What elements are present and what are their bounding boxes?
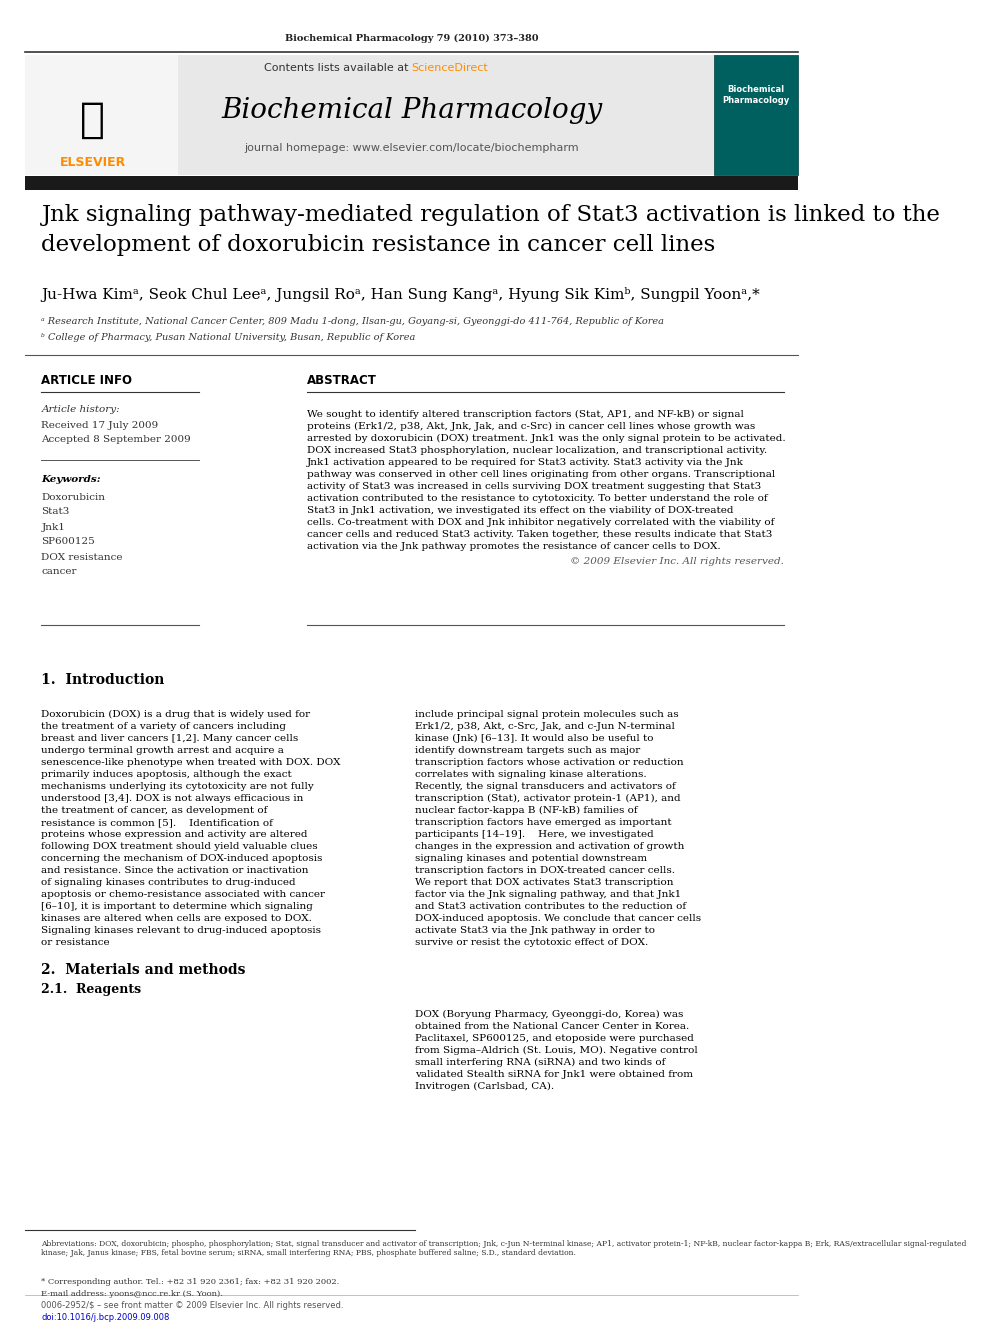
Text: obtained from the National Cancer Center in Korea.: obtained from the National Cancer Center… [415,1021,689,1031]
Text: Invitrogen (Carlsbad, CA).: Invitrogen (Carlsbad, CA). [415,1082,554,1091]
Text: Doxorubicin: Doxorubicin [42,492,105,501]
FancyBboxPatch shape [25,176,799,191]
Text: transcription factors whose activation or reduction: transcription factors whose activation o… [415,758,683,767]
Text: [6–10], it is important to determine which signaling: [6–10], it is important to determine whi… [42,902,313,912]
Text: apoptosis or chemo-resistance associated with cancer: apoptosis or chemo-resistance associated… [42,890,325,900]
Text: ABSTRACT: ABSTRACT [308,373,377,386]
Text: senescence-like phenotype when treated with DOX. DOX: senescence-like phenotype when treated w… [42,758,341,767]
Text: nuclear factor-kappa B (NF-kB) families of: nuclear factor-kappa B (NF-kB) families … [415,806,638,815]
Text: Received 17 July 2009: Received 17 July 2009 [42,421,159,430]
Text: Keywords:: Keywords: [42,475,101,484]
Text: Recently, the signal transducers and activators of: Recently, the signal transducers and act… [415,782,676,791]
Text: Accepted 8 September 2009: Accepted 8 September 2009 [42,435,191,445]
Text: 🌳: 🌳 [80,99,105,142]
Text: Abbreviations: DOX, doxorubicin; phospho, phosphorylation; Stat, signal transduc: Abbreviations: DOX, doxorubicin; phospho… [42,1240,967,1257]
Text: Jnk1: Jnk1 [42,523,65,532]
Text: pathway was conserved in other cell lines originating from other organs. Transcr: pathway was conserved in other cell line… [308,470,776,479]
Text: resistance is common [5].    Identification of: resistance is common [5]. Identification… [42,818,274,827]
Text: Paclitaxel, SP600125, and etoposide were purchased: Paclitaxel, SP600125, and etoposide were… [415,1035,693,1043]
Text: transcription factors have emerged as important: transcription factors have emerged as im… [415,818,672,827]
Text: 0006-2952/$ – see front matter © 2009 Elsevier Inc. All rights reserved.: 0006-2952/$ – see front matter © 2009 El… [42,1301,344,1310]
Text: understood [3,4]. DOX is not always efficacious in: understood [3,4]. DOX is not always effi… [42,794,304,803]
Text: Biochemical Pharmacology 79 (2010) 373–380: Biochemical Pharmacology 79 (2010) 373–3… [285,33,539,42]
Text: transcription factors in DOX-treated cancer cells.: transcription factors in DOX-treated can… [415,867,675,875]
Text: breast and liver cancers [1,2]. Many cancer cells: breast and liver cancers [1,2]. Many can… [42,734,299,744]
Text: the treatment of a variety of cancers including: the treatment of a variety of cancers in… [42,722,287,732]
FancyBboxPatch shape [25,56,179,175]
Text: journal homepage: www.elsevier.com/locate/biochempharm: journal homepage: www.elsevier.com/locat… [244,143,579,153]
Text: Stat3 in Jnk1 activation, we investigated its effect on the viability of DOX-tre: Stat3 in Jnk1 activation, we investigate… [308,505,733,515]
Text: correlates with signaling kinase alterations.: correlates with signaling kinase alterat… [415,770,647,779]
Text: ARTICLE INFO: ARTICLE INFO [42,373,133,386]
Text: We sought to identify altered transcription factors (Stat, AP1, and NF-kB) or si: We sought to identify altered transcript… [308,410,744,419]
Text: participants [14–19].    Here, we investigated: participants [14–19]. Here, we investiga… [415,830,654,839]
Text: Ju-Hwa Kimᵃ, Seok Chul Leeᵃ, Jungsil Roᵃ, Han Sung Kangᵃ, Hyung Sik Kimᵇ, Sungpi: Ju-Hwa Kimᵃ, Seok Chul Leeᵃ, Jungsil Roᵃ… [42,287,760,303]
Text: proteins (Erk1/2, p38, Akt, Jnk, Jak, and c-Src) in cancer cell lines whose grow: proteins (Erk1/2, p38, Akt, Jnk, Jak, an… [308,422,755,431]
Text: DOX-induced apoptosis. We conclude that cancer cells: DOX-induced apoptosis. We conclude that … [415,914,701,923]
Text: from Sigma–Aldrich (St. Louis, MO). Negative control: from Sigma–Aldrich (St. Louis, MO). Nega… [415,1046,697,1056]
FancyBboxPatch shape [25,56,774,175]
Text: arrested by doxorubicin (DOX) treatment. Jnk1 was the only signal protein to be : arrested by doxorubicin (DOX) treatment.… [308,434,786,443]
Text: factor via the Jnk signaling pathway, and that Jnk1: factor via the Jnk signaling pathway, an… [415,890,682,900]
Text: We report that DOX activates Stat3 transcription: We report that DOX activates Stat3 trans… [415,878,674,886]
Text: and Stat3 activation contributes to the reduction of: and Stat3 activation contributes to the … [415,902,686,912]
Text: include principal signal protein molecules such as: include principal signal protein molecul… [415,710,679,718]
Text: primarily induces apoptosis, although the exact: primarily induces apoptosis, although th… [42,770,293,779]
Text: of signaling kinases contributes to drug-induced: of signaling kinases contributes to drug… [42,878,297,886]
Text: DOX (Boryung Pharmacy, Gyeonggi-do, Korea) was: DOX (Boryung Pharmacy, Gyeonggi-do, Kore… [415,1009,683,1019]
Text: Article history:: Article history: [42,406,120,414]
Text: and resistance. Since the activation or inactivation: and resistance. Since the activation or … [42,867,309,875]
Text: proteins whose expression and activity are altered: proteins whose expression and activity a… [42,830,308,839]
Text: concerning the mechanism of DOX-induced apoptosis: concerning the mechanism of DOX-induced … [42,855,322,863]
Text: changes in the expression and activation of growth: changes in the expression and activation… [415,841,684,851]
Text: 2.1.  Reagents: 2.1. Reagents [42,983,142,996]
Text: undergo terminal growth arrest and acquire a: undergo terminal growth arrest and acqui… [42,746,285,755]
Text: survive or resist the cytotoxic effect of DOX.: survive or resist the cytotoxic effect o… [415,938,648,947]
Text: validated Stealth siRNA for Jnk1 were obtained from: validated Stealth siRNA for Jnk1 were ob… [415,1070,692,1080]
Text: DOX resistance: DOX resistance [42,553,123,561]
Text: or resistance: or resistance [42,938,110,947]
Text: ScienceDirect: ScienceDirect [412,64,488,73]
Text: Contents lists available at: Contents lists available at [264,64,412,73]
Text: kinases are altered when cells are exposed to DOX.: kinases are altered when cells are expos… [42,914,312,923]
Text: © 2009 Elsevier Inc. All rights reserved.: © 2009 Elsevier Inc. All rights reserved… [570,557,784,566]
Text: cancer cells and reduced Stat3 activity. Taken together, these results indicate : cancer cells and reduced Stat3 activity.… [308,531,773,538]
Text: Jnk signaling pathway-mediated regulation of Stat3 activation is linked to the
d: Jnk signaling pathway-mediated regulatio… [42,204,940,257]
Text: * Corresponding author. Tel.: +82 31 920 2361; fax: +82 31 920 2002.: * Corresponding author. Tel.: +82 31 920… [42,1278,339,1286]
Text: cells. Co-treatment with DOX and Jnk inhibitor negatively correlated with the vi: cells. Co-treatment with DOX and Jnk inh… [308,519,775,527]
Text: activation via the Jnk pathway promotes the resistance of cancer cells to DOX.: activation via the Jnk pathway promotes … [308,542,720,550]
Text: doi:10.1016/j.bcp.2009.09.008: doi:10.1016/j.bcp.2009.09.008 [42,1312,170,1322]
Text: the treatment of cancer, as development of: the treatment of cancer, as development … [42,806,268,815]
Text: cancer: cancer [42,568,77,577]
Text: identify downstream targets such as major: identify downstream targets such as majo… [415,746,640,755]
Text: Biochemical Pharmacology: Biochemical Pharmacology [221,97,602,123]
Text: Erk1/2, p38, Akt, c-Src, Jak, and c-Jun N-terminal: Erk1/2, p38, Akt, c-Src, Jak, and c-Jun … [415,722,675,732]
Text: Jnk1 activation appeared to be required for Stat3 activity. Stat3 activity via t: Jnk1 activation appeared to be required … [308,458,744,467]
Text: signaling kinases and potential downstream: signaling kinases and potential downstre… [415,855,647,863]
Text: activate Stat3 via the Jnk pathway in order to: activate Stat3 via the Jnk pathway in or… [415,926,655,935]
Text: ᵇ College of Pharmacy, Pusan National University, Busan, Republic of Korea: ᵇ College of Pharmacy, Pusan National Un… [42,332,416,341]
Text: ELSEVIER: ELSEVIER [60,156,126,168]
Text: activation contributed to the resistance to cytotoxicity. To better understand t: activation contributed to the resistance… [308,493,768,503]
Text: Biochemical
Pharmacology: Biochemical Pharmacology [722,85,790,105]
Text: Signaling kinases relevant to drug-induced apoptosis: Signaling kinases relevant to drug-induc… [42,926,321,935]
Text: ᵃ Research Institute, National Cancer Center, 809 Madu 1-dong, Ilsan-gu, Goyang-: ᵃ Research Institute, National Cancer Ce… [42,318,665,327]
FancyBboxPatch shape [713,56,799,175]
Text: small interfering RNA (siRNA) and two kinds of: small interfering RNA (siRNA) and two ki… [415,1058,666,1068]
Text: transcription (Stat), activator protein-1 (AP1), and: transcription (Stat), activator protein-… [415,794,681,803]
Text: 2.  Materials and methods: 2. Materials and methods [42,963,246,976]
Text: DOX increased Stat3 phosphorylation, nuclear localization, and transcriptional a: DOX increased Stat3 phosphorylation, nuc… [308,446,767,455]
Text: Doxorubicin (DOX) is a drug that is widely used for: Doxorubicin (DOX) is a drug that is wide… [42,710,310,720]
Text: Stat3: Stat3 [42,508,69,516]
Text: E-mail address: yoons@ncc.re.kr (S. Yoon).: E-mail address: yoons@ncc.re.kr (S. Yoon… [42,1290,223,1298]
Text: SP600125: SP600125 [42,537,95,546]
Text: mechanisms underlying its cytotoxicity are not fully: mechanisms underlying its cytotoxicity a… [42,782,314,791]
Text: kinase (Jnk) [6–13]. It would also be useful to: kinase (Jnk) [6–13]. It would also be us… [415,734,654,744]
Text: activity of Stat3 was increased in cells surviving DOX treatment suggesting that: activity of Stat3 was increased in cells… [308,482,761,491]
Text: following DOX treatment should yield valuable clues: following DOX treatment should yield val… [42,841,318,851]
Text: 1.  Introduction: 1. Introduction [42,673,165,687]
